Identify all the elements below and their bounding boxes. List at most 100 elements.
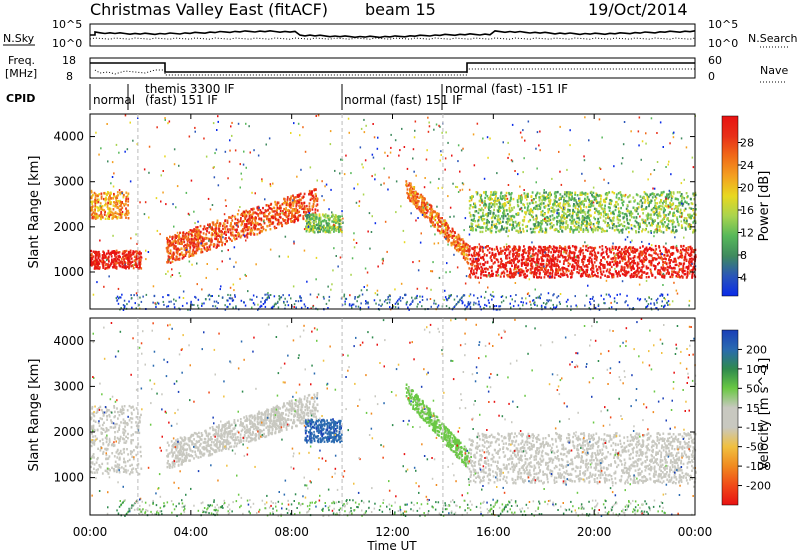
scatter-cell [418,208,421,211]
scatter-cell [654,250,657,253]
scatter-cell [434,210,437,213]
scatter-cell [199,230,202,234]
scatter-cell [284,211,287,214]
scatter-cell [548,249,550,252]
scatter-cell [620,266,623,270]
scatter-cell [99,259,102,263]
scatter-cell [215,246,218,249]
scatter-cell [174,236,177,239]
scatter-cell [551,206,554,209]
scatter-cell [341,221,344,224]
scatter-cell [552,264,555,267]
scatter-cell [690,251,693,254]
scatter-cell [682,269,685,272]
scatter-cell [477,259,479,263]
scatter-cell [108,207,111,210]
scatter-cell [114,266,117,269]
scatter-cell [315,194,317,198]
scatter-cell [526,193,529,196]
scatter-cell [584,193,587,197]
scatter-cell [595,199,598,203]
scatter-cell [269,219,272,223]
scatter-cell [653,210,655,214]
scatter-cell [282,212,285,216]
scatter-cell [224,243,226,246]
scatter-cell [118,251,121,254]
scatter-cell [663,209,665,213]
scatter-cell [506,200,509,204]
scatter-cell [516,252,518,256]
scatter-cell [312,196,315,199]
scatter-cell [538,230,540,234]
scatter-cell [447,240,450,243]
scatter-cell [462,243,465,246]
scatter-cell [309,221,312,224]
scatter-cell [246,232,249,235]
scatter-cell [292,194,294,197]
scatter-cell [495,258,498,261]
scatter-cell [239,219,242,222]
scatter-cell [669,259,672,262]
scatter-cell [535,273,538,277]
scatter-cell [629,200,632,203]
scatter-cell [619,211,622,215]
scatter-cell [575,246,578,249]
scatter-cell [180,237,183,241]
scatter-cell [563,196,566,200]
scatter-cell [526,206,529,210]
scatter-cell [279,207,281,210]
scatter-cell [453,243,456,246]
scatter-cell [654,212,656,215]
scatter-cell [240,213,243,217]
scatter-cell [139,262,142,266]
scatter-cell [540,227,543,231]
scatter-cell [497,249,499,253]
scatter-cell [314,197,317,200]
scatter-cell [313,217,315,221]
scatter-cell [331,220,334,223]
scatter-cell [470,218,473,222]
scatter-cell [477,276,479,279]
scatter-cell [563,272,566,275]
scatter-cell [491,220,493,224]
scatter-cell [554,191,557,194]
scatter-cell [116,202,119,205]
scatter-cell [622,224,624,228]
scatter-cell [573,224,576,228]
scatter-cell [211,221,214,224]
scatter-cell [104,263,107,267]
scatter-cell [486,245,488,248]
scatter-cell [662,274,665,277]
scatter-cell [99,206,102,209]
scatter-cell [667,217,669,220]
scatter-cell [550,267,552,270]
scatter-cell [91,212,94,215]
scatter-cell [109,264,112,267]
scatter-cell [118,213,120,216]
scatter-cell [607,255,610,258]
scatter-cell [110,210,112,213]
scatter-cell [623,225,626,228]
scatter-cell [480,215,483,218]
scatter-cell [504,197,507,200]
scatter-cell [505,248,508,251]
scatter-cell [577,264,580,267]
scatter-cell [309,226,312,229]
scatter-cell [602,266,605,270]
scatter-cell [493,248,496,251]
scatter-cell [578,271,580,275]
scatter-cell [653,265,656,268]
scatter-cell [577,216,580,219]
scatter-cell [488,205,490,209]
scatter-cell [589,223,591,226]
scatter-cell [111,211,114,214]
scatter-cell [638,227,640,230]
scatter-cell [492,272,494,276]
scatter-cell [438,229,441,233]
scatter-cell [305,219,308,222]
scatter-cell [483,191,485,194]
scatter-cell [430,205,433,208]
scatter-cell [419,206,421,209]
scatter-cell [665,214,667,217]
